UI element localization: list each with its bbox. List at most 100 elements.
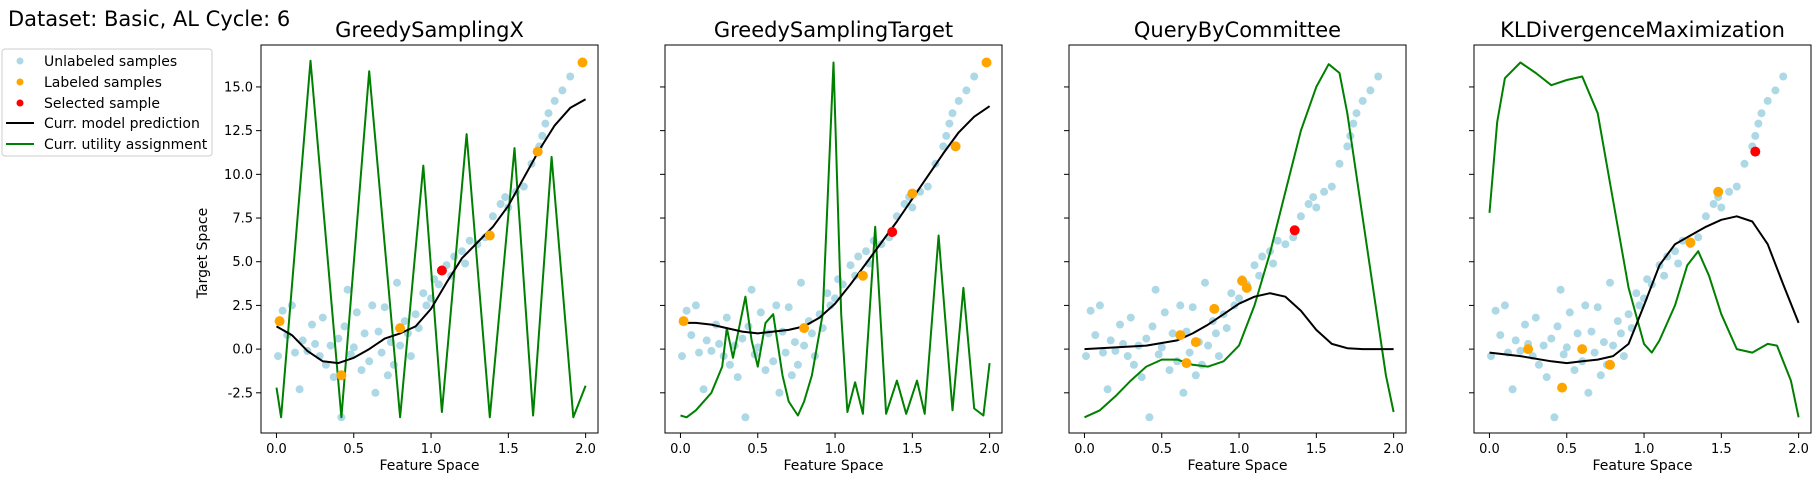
unlabeled-samples-point <box>1740 159 1749 168</box>
x-tick-label: 0.5 <box>1151 442 1172 457</box>
x-tick-label: 2.0 <box>979 442 1000 457</box>
unlabeled-samples-point <box>945 119 954 128</box>
unlabeled-samples-point <box>349 343 358 352</box>
y-tick-label: 5.0 <box>232 255 253 270</box>
unlabeled-samples-point <box>346 350 355 359</box>
unlabeled-samples-point <box>340 322 349 331</box>
unlabeled-samples-point <box>400 317 409 326</box>
unlabeled-samples-point <box>1550 413 1559 422</box>
unlabeled-samples-point <box>854 252 863 261</box>
unlabeled-samples-point <box>550 96 559 105</box>
unlabeled-samples-point <box>1154 350 1163 359</box>
unlabeled-samples-point <box>389 360 398 369</box>
unlabeled-samples-point <box>797 278 805 287</box>
unlabeled-samples-point <box>790 338 799 347</box>
unlabeled-samples-point <box>1358 96 1367 105</box>
unlabeled-samples-point <box>1534 360 1543 369</box>
unlabeled-samples-point <box>1352 109 1361 118</box>
unlabeled-samples-point <box>1619 352 1628 361</box>
unlabeled-samples-point <box>1779 72 1788 81</box>
unlabeled-samples-point <box>1082 352 1090 361</box>
unlabeled-samples-point <box>1145 413 1154 422</box>
unlabeled-samples-point <box>747 285 756 294</box>
unlabeled-samples-point <box>954 96 963 105</box>
unlabeled-samples-point <box>566 72 575 81</box>
x-tick-label: 1.0 <box>1634 442 1655 457</box>
y-tick-label: -2.5 <box>228 386 253 401</box>
unlabeled-samples-point <box>1570 366 1579 375</box>
unlabeled-samples-point <box>1176 301 1185 310</box>
unlabeled-samples-point <box>781 348 790 357</box>
unlabeled-samples-point <box>1539 341 1548 350</box>
x-tick-label: 1.5 <box>902 442 923 457</box>
plot-area <box>678 57 992 422</box>
axes-frame <box>1473 44 1812 434</box>
unlabeled-samples-point <box>1717 203 1726 212</box>
legend-label-utility: Curr. utility assignment <box>44 137 208 153</box>
unlabeled-samples-point <box>1674 259 1683 268</box>
unlabeled-samples-point <box>1565 308 1574 317</box>
unlabeled-samples-point <box>1179 388 1188 397</box>
unlabeled-samples-point <box>826 301 835 310</box>
unlabeled-samples-point <box>1116 320 1124 329</box>
x-tick-label: 2.0 <box>575 442 596 457</box>
unlabeled-samples-point <box>1660 271 1669 280</box>
unlabeled-samples-point <box>691 301 700 310</box>
unlabeled-samples-point <box>422 301 431 310</box>
unlabeled-samples-point <box>1309 193 1318 202</box>
unlabeled-samples-point <box>738 334 747 343</box>
x-axis-label: Feature Space <box>783 458 883 474</box>
unlabeled-samples-point <box>823 289 832 298</box>
legend-marker-labeled <box>16 78 24 86</box>
unlabeled-samples-point <box>1201 278 1209 287</box>
y-tick-label: 12.5 <box>224 124 253 139</box>
unlabeled-samples-point <box>1349 119 1358 128</box>
unlabeled-samples-point <box>1273 236 1282 245</box>
unlabeled-samples-point <box>775 388 784 397</box>
unlabeled-samples-point <box>1126 313 1135 322</box>
selected-sample-point <box>887 227 898 237</box>
unlabeled-samples-point <box>396 341 405 350</box>
unlabeled-samples-point <box>496 200 505 208</box>
unlabeled-samples-point <box>1250 261 1259 270</box>
unlabeled-samples-point <box>687 331 696 340</box>
unlabeled-samples-point <box>1553 322 1562 331</box>
plot-area <box>274 57 588 422</box>
unlabeled-samples-point <box>1542 373 1551 382</box>
unlabeled-samples-point <box>970 72 979 81</box>
x-tick-label: 1.5 <box>1711 442 1732 457</box>
unlabeled-samples-point <box>368 301 377 310</box>
unlabeled-samples-point <box>1573 329 1582 338</box>
unlabeled-samples-point <box>1599 338 1608 347</box>
unlabeled-samples-point <box>678 352 686 361</box>
panel-kldivergencemaximization: KLDivergenceMaximization 0.0 0.5 1.0 1.5 2.0 F… <box>1469 18 1812 474</box>
y-tick-label: 7.5 <box>232 212 253 227</box>
unlabeled-samples-point <box>371 388 380 397</box>
unlabeled-samples-point <box>1635 301 1644 310</box>
unlabeled-samples-point <box>1559 350 1568 359</box>
unlabeled-samples-point <box>1123 352 1132 361</box>
unlabeled-samples-point <box>1763 96 1772 105</box>
unlabeled-samples-point <box>1335 159 1344 168</box>
unlabeled-samples-point <box>465 236 474 245</box>
unlabeled-samples-point <box>434 280 443 289</box>
unlabeled-samples-point <box>1562 343 1571 352</box>
labeled-samples-point <box>1209 303 1220 314</box>
unlabeled-samples-point <box>1148 322 1157 331</box>
unlabeled-samples-point <box>1593 303 1602 312</box>
unlabeled-samples-point <box>1188 303 1197 312</box>
legend-entry-prediction: Curr. model prediction <box>6 116 200 132</box>
labeled-samples-point <box>857 270 868 281</box>
unlabeled-samples-point <box>1191 371 1200 380</box>
unlabeled-samples-point <box>800 341 809 350</box>
unlabeled-samples-point <box>308 320 316 329</box>
curr-model-prediction-line <box>1084 292 1394 351</box>
selected-sample-point <box>1289 225 1300 236</box>
unlabeled-samples-point <box>1732 182 1741 191</box>
unlabeled-samples-point <box>1531 313 1540 322</box>
unlabeled-samples-point <box>1709 200 1718 208</box>
unlabeled-samples-point <box>769 357 778 366</box>
unlabeled-samples-point <box>1671 247 1679 256</box>
unlabeled-samples-point <box>1590 348 1599 357</box>
unlabeled-samples-point <box>1632 289 1641 298</box>
